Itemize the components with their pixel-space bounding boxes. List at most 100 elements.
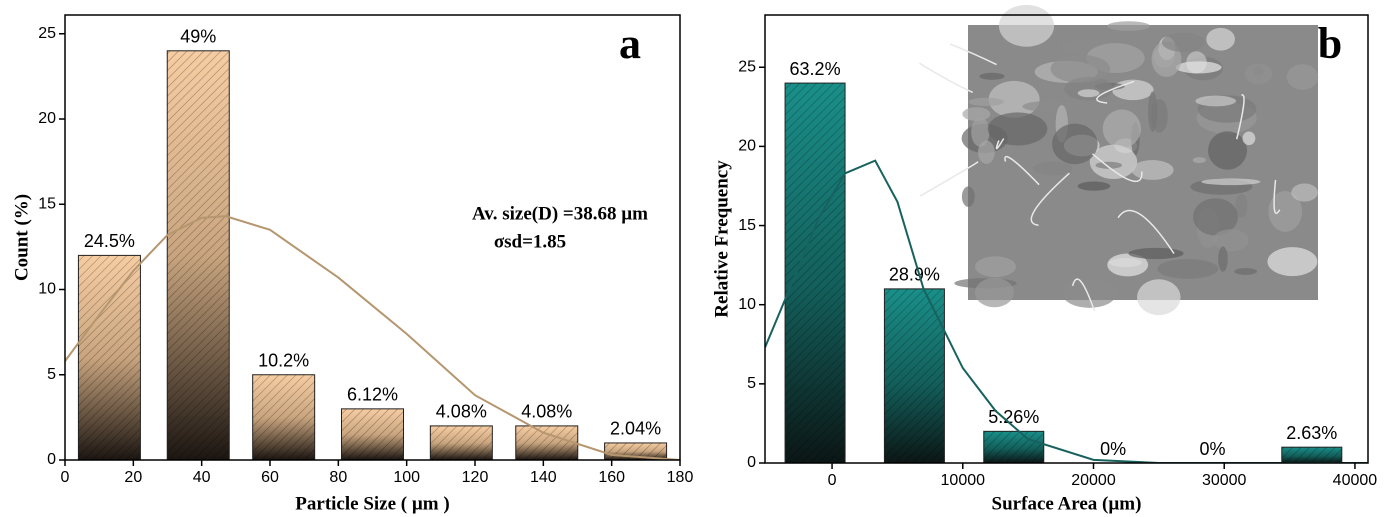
- inset-texture: [1128, 247, 1184, 260]
- x-tick-label: 180: [667, 469, 694, 486]
- x-tick-label: 0: [61, 469, 70, 486]
- inset-texture: [1095, 161, 1122, 169]
- inset-texture: [1201, 178, 1261, 186]
- value-label: 10.2%: [258, 351, 309, 371]
- x-tick-label: 10000: [941, 472, 986, 489]
- inset-texture: [1212, 229, 1249, 252]
- y-tick-label: 25: [38, 25, 56, 42]
- x-tick-label: 120: [462, 469, 489, 486]
- inset-texture: [978, 140, 995, 164]
- inset-texture: [1107, 21, 1150, 31]
- x-tick-label: 80: [329, 469, 347, 486]
- inset-texture: [1175, 61, 1222, 74]
- inset-texture: [1136, 279, 1181, 316]
- inset-crack: [1096, 80, 1135, 104]
- inset-texture: [1089, 144, 1138, 180]
- value-label: 2.63%: [1286, 423, 1337, 443]
- inset-texture: [1109, 258, 1142, 268]
- x-tick-label: 20000: [1071, 472, 1116, 489]
- inset-texture: [1157, 259, 1219, 279]
- inset-crack: [995, 138, 1005, 150]
- inset-texture: [1218, 246, 1228, 272]
- y-tick-label: 15: [38, 195, 56, 212]
- inset-texture: [1131, 160, 1174, 180]
- inset-texture: [979, 72, 1005, 80]
- inset-texture: [1050, 54, 1111, 83]
- bar-hatch: [785, 83, 846, 463]
- inset-texture: [974, 256, 1016, 278]
- bar-hatch: [430, 425, 493, 460]
- y-axis-label: Count (%): [11, 194, 32, 281]
- inset-texture: [1206, 27, 1235, 51]
- bar-hatch: [983, 431, 1044, 463]
- inset-texture: [961, 186, 975, 207]
- inset-texture: [1234, 268, 1258, 275]
- axes-frame: [64, 14, 681, 461]
- x-tick-label: 60: [261, 469, 279, 486]
- y-tick-label: 10: [738, 296, 756, 313]
- x-tick-label: 140: [530, 469, 557, 486]
- inset-texture: [974, 277, 1014, 308]
- inset-texture: [1033, 161, 1073, 176]
- y-tick-label: 10: [38, 281, 56, 298]
- value-label: 4.08%: [436, 402, 487, 422]
- annotation: Av. size(D) =38.68 µm: [472, 203, 648, 224]
- bar-hatch: [78, 255, 141, 460]
- inset-texture: [1052, 123, 1098, 165]
- panel-label: b: [1318, 19, 1342, 68]
- fit-curve: [65, 215, 680, 460]
- inset-texture: [1022, 100, 1075, 112]
- bar-hatch: [167, 50, 230, 460]
- panel-label: a: [619, 19, 641, 68]
- inset-texture: [1268, 191, 1303, 232]
- y-tick-label: 25: [738, 58, 756, 75]
- inset-texture: [1148, 91, 1158, 132]
- y-tick-label: 20: [38, 110, 56, 127]
- x-axis-label: Particle Size ( µm ): [295, 493, 449, 514]
- inset-texture: [987, 112, 1048, 146]
- y-tick-label: 0: [47, 451, 56, 468]
- bar-hatch: [252, 374, 315, 460]
- value-label: 0%: [1199, 439, 1225, 459]
- x-tick-label: 30000: [1202, 472, 1247, 489]
- inset-crack: [1004, 156, 1040, 186]
- inset-crack: [1235, 94, 1245, 140]
- inset-texture: [1208, 131, 1248, 170]
- x-tick-label: 0: [828, 472, 837, 489]
- axes-frame: [764, 14, 1369, 464]
- y-tick-label: 5: [47, 366, 56, 383]
- inset-texture: [1286, 64, 1319, 90]
- inset-texture: [1242, 131, 1256, 146]
- inset-texture: [1235, 193, 1248, 218]
- value-label: 0%: [1100, 439, 1126, 459]
- inset-texture: [1195, 95, 1237, 107]
- inset-crack: [1273, 179, 1281, 215]
- x-tick-label: 160: [598, 469, 625, 486]
- inset-texture: [962, 107, 991, 121]
- inset-texture: [1077, 89, 1100, 98]
- value-label: 2.04%: [610, 419, 661, 439]
- y-axis-label: Relative Frequency: [711, 160, 732, 318]
- inset-texture: [1267, 247, 1318, 277]
- y-tick-label: 20: [738, 138, 756, 155]
- inset-crack: [1092, 153, 1143, 183]
- inset-texture: [1291, 183, 1318, 202]
- value-label: 4.08%: [521, 402, 572, 422]
- bar-hatch: [341, 408, 404, 460]
- inset-crack: [949, 43, 997, 66]
- bar-hatch: [515, 425, 578, 460]
- inset-texture: [1161, 32, 1206, 52]
- fit-curve: [765, 159, 1368, 463]
- inset-texture: [1062, 279, 1117, 308]
- x-tick-label: 20: [124, 469, 142, 486]
- inset-crack: [1071, 278, 1096, 312]
- value-label: 5.26%: [988, 407, 1039, 427]
- inset-texture: [971, 117, 990, 147]
- annotation: σsd=1.85: [494, 231, 566, 252]
- inset-crack: [919, 62, 974, 94]
- inset-texture: [998, 4, 1055, 47]
- inset-texture: [968, 97, 1004, 107]
- value-label: 6.12%: [347, 385, 398, 405]
- inset-texture: [1192, 157, 1206, 164]
